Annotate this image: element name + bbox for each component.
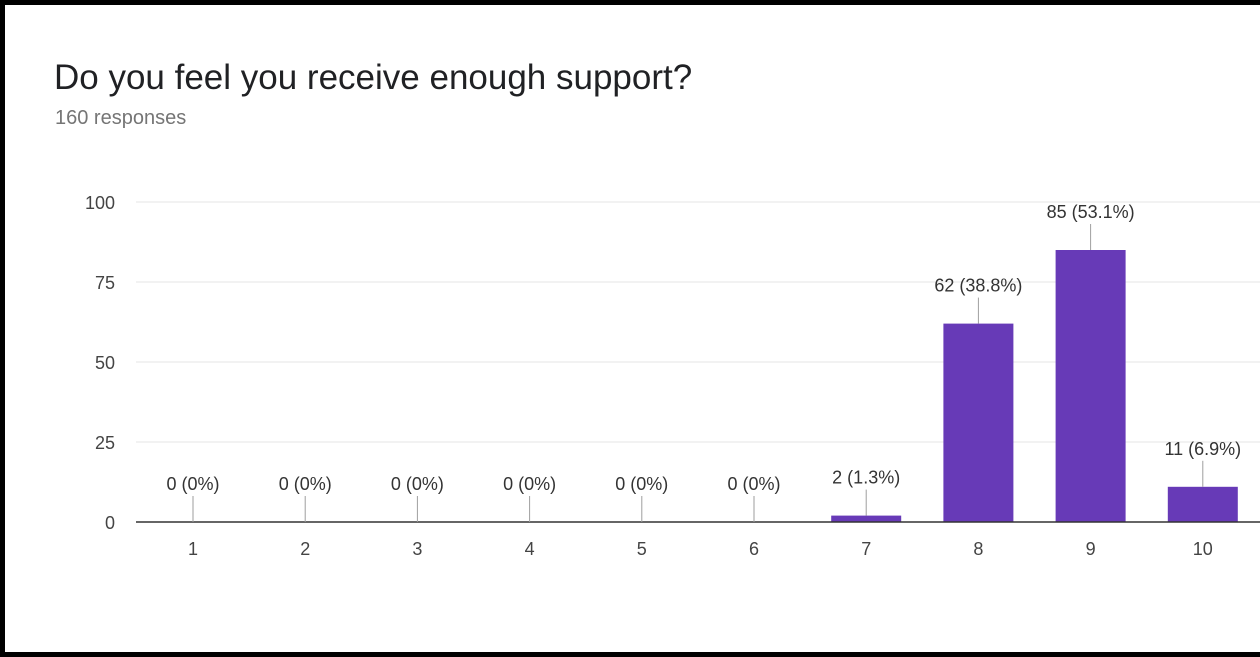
data-labels: 0 (0%) 0 (0%) 0 (0%) 0 (0%) 0 (0%) 0 (0%) 2 (1… [166, 202, 1241, 522]
y-tick-label: 75 [95, 273, 115, 293]
response-count: 160 responses [55, 107, 187, 129]
data-label: 0 (0%) [503, 474, 556, 494]
x-tick-label: 6 [749, 539, 759, 559]
x-tick-label: 10 [1193, 539, 1213, 559]
y-tick-label: 25 [95, 433, 115, 453]
data-label: 0 (0%) [727, 474, 780, 494]
data-label: 0 (0%) [391, 474, 444, 494]
data-label: 2 (1.3%) [832, 468, 900, 488]
y-tick-label: 100 [85, 193, 115, 213]
bar [1167, 486, 1238, 522]
x-tick-label: 5 [637, 539, 647, 559]
data-label: 11 (6.9%) [1164, 439, 1241, 459]
chart-title: Do you feel you receive enough support? [54, 58, 693, 97]
data-label: 85 (53.1%) [1047, 202, 1135, 222]
y-tick-label: 0 [105, 513, 115, 533]
data-label: 0 (0%) [615, 474, 668, 494]
data-label: 0 (0%) [279, 474, 332, 494]
data-label: 0 (0%) [166, 474, 219, 494]
y-tick-label: 50 [95, 353, 115, 373]
data-label: 62 (38.8%) [934, 276, 1022, 296]
bar [831, 515, 902, 522]
y-axis: 0 25 50 75 100 [85, 193, 115, 533]
bars [831, 250, 1238, 522]
bar [943, 323, 1014, 522]
x-tick-label: 9 [1086, 539, 1096, 559]
bar [1055, 250, 1126, 522]
x-tick-label: 8 [973, 539, 983, 559]
x-tick-label: 7 [861, 539, 871, 559]
x-tick-label: 2 [300, 539, 310, 559]
x-tick-label: 1 [188, 539, 198, 559]
x-tick-label: 3 [412, 539, 422, 559]
x-axis: 1 2 3 4 5 6 7 8 9 10 [136, 521, 1260, 559]
x-tick-label: 4 [525, 539, 535, 559]
